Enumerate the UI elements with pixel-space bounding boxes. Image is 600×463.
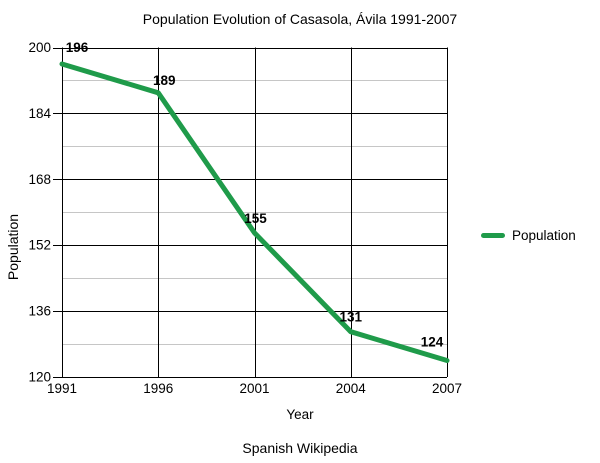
data-label: 196 xyxy=(66,40,89,55)
y-tick-label: 136 xyxy=(28,304,51,319)
data-label: 189 xyxy=(153,73,176,88)
x-axis-title: Year xyxy=(286,407,314,422)
legend: Population xyxy=(481,228,576,243)
y-tick-label: 152 xyxy=(28,238,51,253)
population-line xyxy=(59,61,450,364)
data-label: 131 xyxy=(339,310,362,325)
source-caption: Spanish Wikipedia xyxy=(242,440,358,456)
legend-line-swatch xyxy=(481,233,505,238)
chart-title: Population Evolution of Casasola, Ávila … xyxy=(142,11,458,27)
x-tick-label: 2004 xyxy=(336,381,367,396)
y-tick-label: 184 xyxy=(28,106,51,121)
legend-label: Population xyxy=(512,228,576,243)
y-tick-label: 168 xyxy=(28,172,51,187)
x-tick-label: 2007 xyxy=(432,381,462,396)
x-tick-label: 2001 xyxy=(239,381,269,396)
x-tick-label: 1996 xyxy=(143,381,173,396)
y-tick-label: 200 xyxy=(28,40,51,55)
y-tick-label: 120 xyxy=(28,370,51,385)
data-label: 124 xyxy=(421,335,444,350)
data-label: 155 xyxy=(244,211,267,226)
x-tick-label: 1991 xyxy=(47,381,77,396)
y-axis-title: Population xyxy=(5,213,21,281)
